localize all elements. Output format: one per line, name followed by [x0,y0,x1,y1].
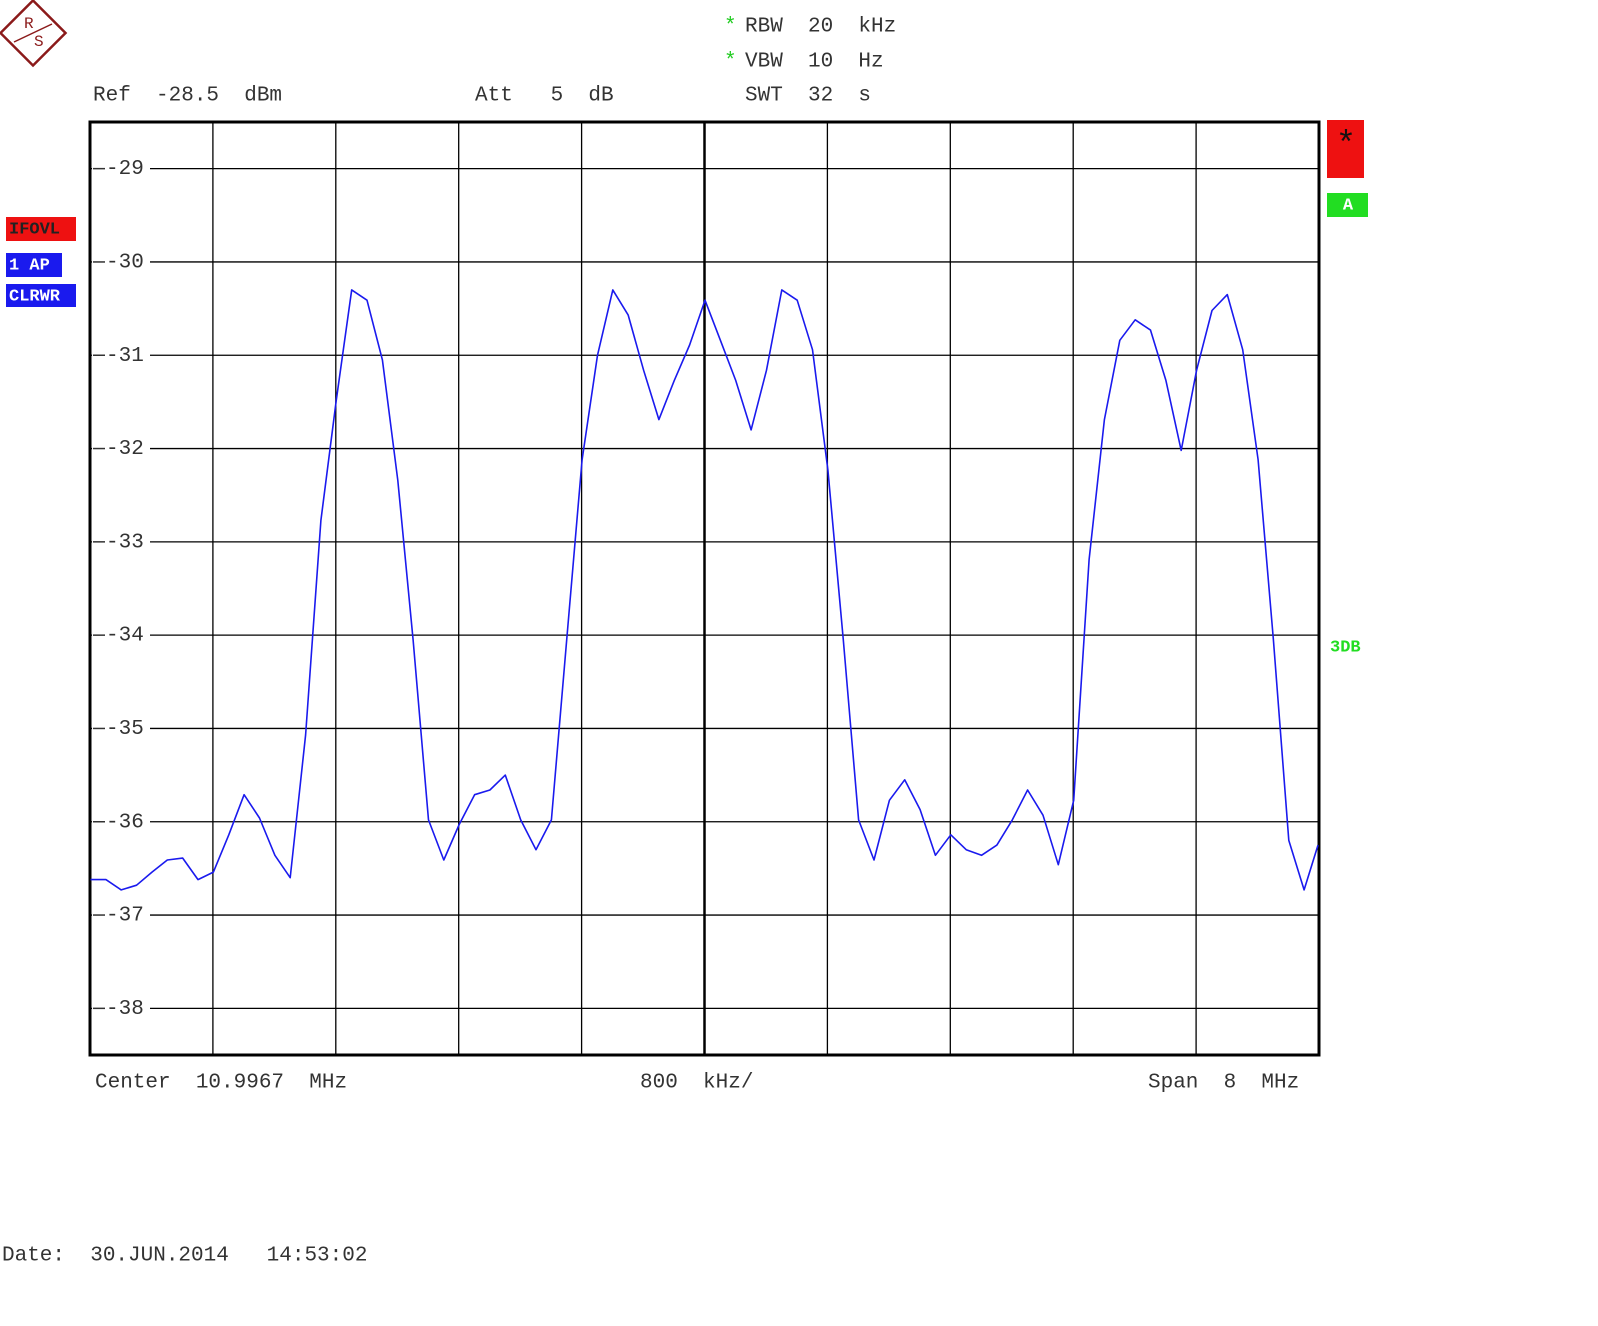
logo-divider [13,23,53,43]
plot: -29 -30 -31 -32 -33 -34 -35 -36 -37 -38 [88,120,1321,1057]
note-3db: 3DB [1330,638,1361,657]
trace-label: 1 AP [9,256,50,275]
center-frequency: Center 10.9967 MHz [95,1072,347,1095]
y-tick-label: -29 [106,158,144,181]
rbw: RBW 20 kHz [745,16,896,39]
y-tick-label: -35 [106,718,144,741]
logo: R S [0,0,68,68]
plot-frame [88,120,1321,1057]
y-tick-label: -31 [106,345,144,368]
logo-diamond [0,0,68,68]
a-label: A [1343,196,1354,215]
y-tick-label: -33 [106,531,144,554]
tick-label-bg [92,157,150,180]
tick-label-bg [92,437,150,460]
y-tick-label: -34 [106,625,144,648]
trace-box [6,253,62,277]
logo-s: S [34,33,44,51]
tick-label-bg [92,344,150,367]
tick-label-bg [92,530,150,553]
y-tick-label: -32 [106,438,144,461]
tick-label-bg [92,624,150,647]
sweep-time: SWT 32 s [745,85,871,108]
tick-label-bg [92,717,150,740]
tick-label-bg [92,904,150,927]
date: Date: 30.JUN.2014 14:53:02 [2,1245,367,1268]
y-tick-label: -36 [106,811,144,834]
star: * [1336,127,1356,165]
logo-r: R [24,15,34,33]
attenuation: Att 5 dB [475,85,614,108]
mode-box [6,284,76,307]
vbw: VBW 10 Hz [745,51,884,74]
overload-box [6,217,76,241]
ref-level: Ref -28.5 dBm [93,85,282,108]
overload: IFOVL [9,220,60,239]
y-tick-label: -38 [106,998,144,1021]
division: 800 kHz/ [640,1072,753,1095]
y-tick-label: -37 [106,905,144,928]
rbw-marker: * [724,16,737,39]
y-tick-label: -30 [106,251,144,274]
star-box [1327,120,1364,178]
tick-label-bg [92,997,150,1020]
vbw-marker: * [724,51,737,74]
trace [90,289,1319,891]
a-box [1327,193,1368,217]
tick-label-bg [92,810,150,833]
span: Span 8 MHz [1148,1072,1299,1095]
trace-mode: CLRWR [9,287,61,306]
tick-label-bg [92,250,150,273]
